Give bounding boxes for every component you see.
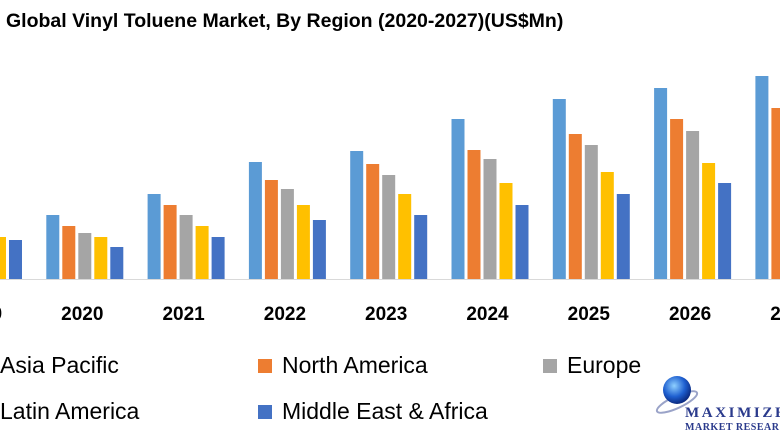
x-tick-label: 2022 bbox=[264, 304, 306, 325]
bar-2022-asia-pacific bbox=[248, 162, 262, 279]
bar-2022-europe bbox=[280, 189, 294, 279]
legend-item-north-america: North America bbox=[258, 352, 428, 379]
logo-text-line1: MAXIMIZE bbox=[685, 405, 780, 421]
legend-label: Middle East & Africa bbox=[282, 398, 488, 424]
bar-2027-north-america bbox=[771, 108, 780, 279]
bar-2021-asia-pacific bbox=[147, 194, 161, 279]
maximize-market-research-logo: MAXIMIZE MARKET RESEARCH bbox=[655, 376, 780, 433]
bar-2027-asia-pacific bbox=[755, 76, 769, 279]
bar-2025-north-america bbox=[568, 134, 582, 279]
legend-label: Asia Pacific bbox=[0, 352, 119, 378]
legend-item-asia-pacific: Asia Pacific bbox=[0, 352, 119, 379]
legend-item-europe: Europe bbox=[543, 352, 641, 379]
bar-2020-north-america bbox=[62, 226, 76, 279]
logo-text-line2: MARKET RESEARCH bbox=[685, 422, 780, 433]
bar-2026-north-america bbox=[670, 119, 684, 279]
bar-2023-middle-east-africa bbox=[414, 215, 428, 279]
bar-2023-north-america bbox=[366, 164, 380, 279]
bar-2023-latin-america bbox=[398, 194, 412, 279]
x-tick-label: 2027 bbox=[770, 304, 780, 325]
bar-2020-middle-east-africa bbox=[110, 247, 124, 279]
bar-chart: 2019 2020 2021 2022 2023 2024 2025 2026 2027 bbox=[0, 76, 780, 325]
bar-2026-latin-america bbox=[702, 163, 716, 279]
bar-2021-middle-east-africa bbox=[211, 237, 225, 279]
x-tick-label: 2026 bbox=[669, 304, 711, 325]
x-tick-label: 2023 bbox=[365, 304, 407, 325]
x-tick-label: 2025 bbox=[568, 304, 611, 325]
bar-2022-middle-east-africa bbox=[312, 220, 326, 279]
bar-2026-europe bbox=[686, 131, 700, 279]
bar-2024-middle-east-africa bbox=[515, 205, 529, 279]
bar-2020-latin-america bbox=[94, 237, 108, 279]
bar-2020-europe bbox=[78, 233, 92, 279]
x-tick-label: 2024 bbox=[466, 304, 509, 325]
x-tick-label: 2019 bbox=[0, 304, 2, 325]
bar-2021-latin-america bbox=[195, 226, 209, 279]
bar-2020-asia-pacific bbox=[46, 215, 60, 279]
bar-2025-middle-east-africa bbox=[616, 194, 630, 279]
legend-label: Latin America bbox=[0, 398, 140, 424]
legend-item-middle-east-africa: Middle East & Africa bbox=[258, 398, 488, 425]
bar-2021-north-america bbox=[163, 205, 177, 279]
legend-item-latin-america: Latin America bbox=[0, 398, 139, 425]
bar-2024-europe bbox=[483, 159, 497, 279]
bar-2021-europe bbox=[179, 215, 193, 279]
bar-2022-latin-america bbox=[296, 205, 310, 279]
bar-2025-latin-america bbox=[600, 172, 614, 279]
chart-title: Global Vinyl Toluene Market, By Region (… bbox=[6, 10, 564, 32]
bar-2024-latin-america bbox=[499, 183, 513, 279]
legend-label: Europe bbox=[567, 352, 642, 378]
bar-2019-latin-america bbox=[0, 237, 6, 279]
x-tick-label: 2020 bbox=[61, 304, 103, 325]
bar-2019-middle-east-africa bbox=[9, 240, 22, 279]
legend-swatch bbox=[543, 358, 557, 373]
bar-2024-asia-pacific bbox=[451, 119, 465, 279]
legend-label: North America bbox=[282, 352, 428, 378]
bar-2026-asia-pacific bbox=[654, 88, 668, 279]
bar-2025-asia-pacific bbox=[552, 99, 566, 279]
bar-2023-europe bbox=[382, 175, 396, 279]
bar-2026-middle-east-africa bbox=[718, 183, 732, 279]
bar-2022-north-america bbox=[264, 180, 278, 279]
bar-2024-north-america bbox=[467, 150, 481, 279]
legend-swatch bbox=[258, 404, 272, 419]
legend-swatch bbox=[258, 358, 272, 373]
bar-2023-asia-pacific bbox=[350, 151, 364, 279]
bar-2025-europe bbox=[584, 145, 598, 279]
x-tick-label: 2021 bbox=[162, 304, 205, 325]
